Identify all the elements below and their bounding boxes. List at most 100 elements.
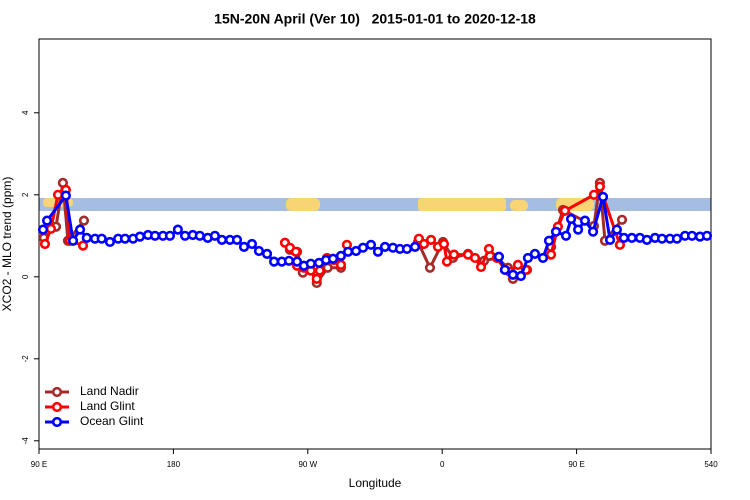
point (104, 236, 116, 248)
point (96, 233, 107, 244)
point (209, 230, 221, 241)
x-tick-label: 0 (440, 460, 445, 469)
map-land (418, 198, 506, 211)
point (357, 242, 369, 253)
point (67, 235, 79, 246)
x-tick-label: 540 (704, 460, 718, 469)
point (594, 181, 605, 192)
x-tick-label: 180 (167, 460, 181, 469)
map-strip (39, 198, 711, 211)
point (60, 190, 71, 201)
point (78, 215, 90, 226)
point (448, 249, 460, 260)
point (409, 241, 421, 252)
point (81, 232, 92, 243)
point (327, 253, 339, 264)
point (335, 250, 347, 261)
point (604, 234, 616, 245)
point (231, 234, 243, 245)
point (641, 234, 653, 245)
point (41, 215, 53, 226)
point (37, 224, 49, 235)
y-tick-label: 0 (21, 274, 30, 279)
point (379, 241, 391, 252)
point (543, 235, 555, 246)
legend-marker (51, 416, 63, 428)
legend-marker (51, 401, 63, 413)
point (550, 226, 562, 237)
point (74, 224, 86, 235)
point (283, 255, 295, 266)
point (493, 251, 505, 262)
y-axis-label: XCO2 - MLO trend (ppm) (0, 177, 14, 312)
point (616, 214, 628, 225)
point (119, 233, 131, 244)
point (483, 243, 495, 255)
point (656, 233, 668, 244)
series-line (42, 182, 624, 286)
point (588, 189, 600, 200)
point (611, 224, 623, 235)
point (261, 248, 273, 259)
point (529, 248, 541, 259)
point (253, 245, 265, 257)
point (268, 256, 280, 267)
point (572, 224, 584, 235)
point (401, 243, 413, 255)
legend-marker (51, 386, 63, 398)
point (134, 231, 146, 242)
point (291, 256, 303, 267)
point (537, 252, 549, 264)
point (238, 241, 250, 252)
point (172, 224, 183, 235)
point (194, 230, 205, 241)
point (469, 252, 481, 264)
point (686, 230, 698, 241)
point (372, 246, 384, 257)
point (335, 259, 347, 271)
point (290, 246, 301, 257)
point (311, 273, 322, 284)
point (671, 233, 683, 244)
point (438, 238, 450, 250)
point (507, 269, 519, 280)
point (522, 252, 534, 264)
point (597, 191, 609, 202)
point (515, 270, 526, 282)
point (179, 230, 191, 241)
point (365, 239, 377, 250)
point (614, 239, 626, 250)
point (626, 232, 637, 243)
y-tick-label: -4 (21, 437, 30, 445)
point (322, 262, 333, 273)
point (52, 189, 64, 200)
legend-label: Ocean Glint (80, 414, 144, 428)
point (512, 259, 524, 271)
point (77, 240, 89, 251)
point (425, 234, 437, 245)
legend-label: Land Glint (80, 399, 135, 413)
point (618, 232, 630, 243)
point (587, 226, 599, 237)
point (545, 249, 557, 260)
point (441, 256, 453, 267)
point (164, 230, 176, 241)
point (701, 230, 713, 241)
point (475, 261, 487, 273)
point (246, 238, 258, 250)
point (418, 238, 430, 250)
point (314, 265, 325, 276)
point (45, 223, 57, 234)
y-tick-label: 4 (21, 110, 30, 115)
plot-frame (38, 38, 712, 450)
y-tick-label: 2 (21, 192, 30, 197)
point (424, 262, 436, 273)
chart-title: 15N-20N April (Ver 10) 2015-01-01 to 202… (214, 11, 536, 27)
x-axis-label: Longitude (349, 476, 402, 490)
x-tick-label: 90 E (568, 460, 584, 469)
legend-label: Land Nadir (80, 384, 139, 398)
point (343, 246, 354, 257)
point (39, 238, 51, 250)
y-tick-label: -2 (21, 355, 30, 363)
